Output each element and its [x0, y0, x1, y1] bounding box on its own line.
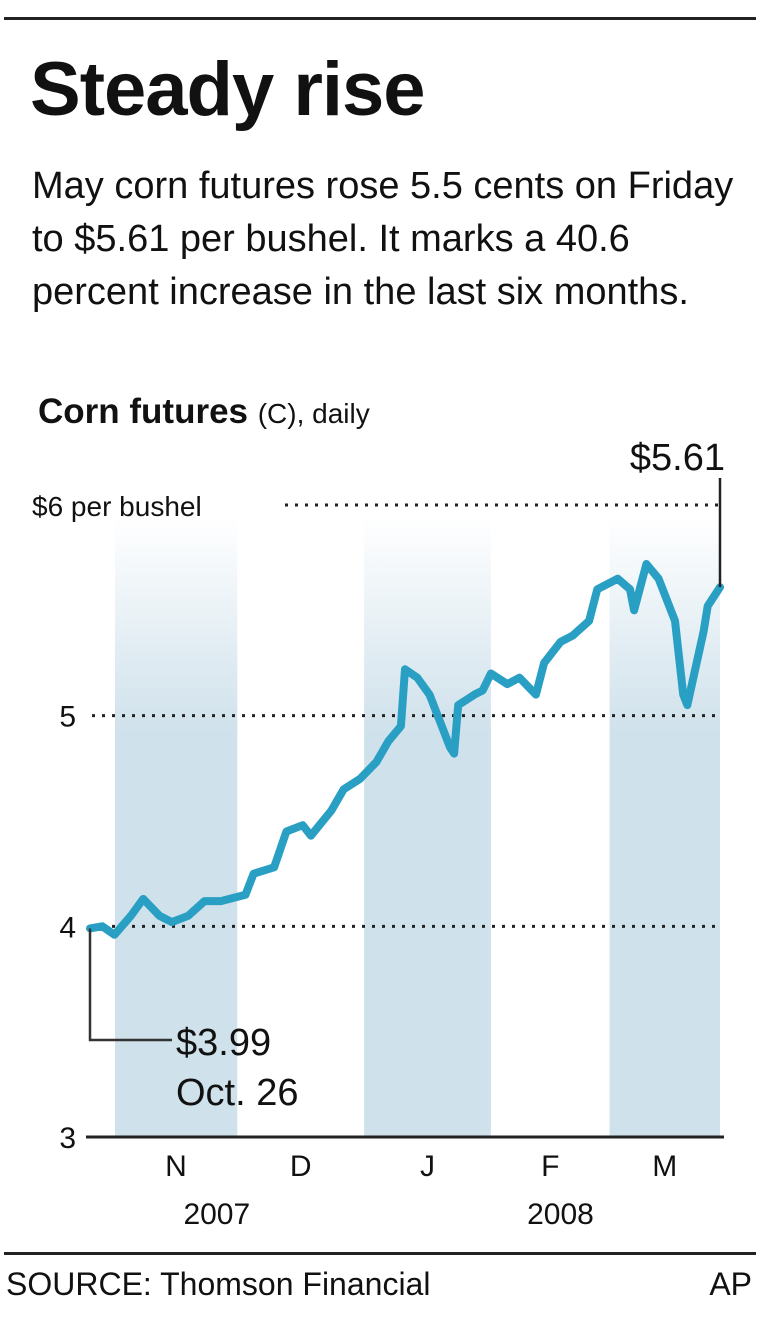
month-band — [115, 517, 238, 1137]
y-tick-label: $6 per bushel — [32, 491, 202, 522]
chart-title-suffix: (C), daily — [257, 398, 370, 429]
year-label: 2007 — [183, 1198, 250, 1231]
y-tick-label: 3 — [59, 1122, 76, 1155]
chatter-text: May corn futures rose 5.5 cents on Frida… — [32, 165, 734, 313]
month-label: D — [290, 1150, 312, 1183]
month-label: N — [165, 1150, 187, 1183]
chart-title-main: Corn futures — [38, 392, 248, 431]
headline: Steady rise — [30, 47, 426, 132]
month-label: F — [541, 1150, 559, 1183]
month-label: J — [420, 1150, 435, 1183]
bottom-rule — [4, 1252, 756, 1255]
start-value-label: $3.99 — [176, 1022, 271, 1064]
start-leader-line — [88, 928, 172, 1042]
top-rule — [4, 17, 756, 20]
y-tick-label: 4 — [59, 911, 76, 944]
source-line: SOURCE: Thomson Financial — [6, 1266, 431, 1302]
month-band — [364, 517, 491, 1137]
start-date-label: Oct. 26 — [176, 1072, 299, 1114]
credit: AP — [709, 1266, 752, 1302]
series-line-corn-futures — [86, 560, 724, 939]
month-label: M — [652, 1150, 677, 1183]
line-chart: N D J F M 2007 2008 $6 per bushel 5 4 3 $3.99 Oct. 2… — [32, 437, 725, 1231]
y-tick-label: 5 — [59, 701, 76, 734]
chart-title: Corn futures (C), daily — [38, 392, 370, 432]
end-value-label: $5.61 — [630, 437, 725, 479]
year-label: 2008 — [527, 1198, 594, 1231]
